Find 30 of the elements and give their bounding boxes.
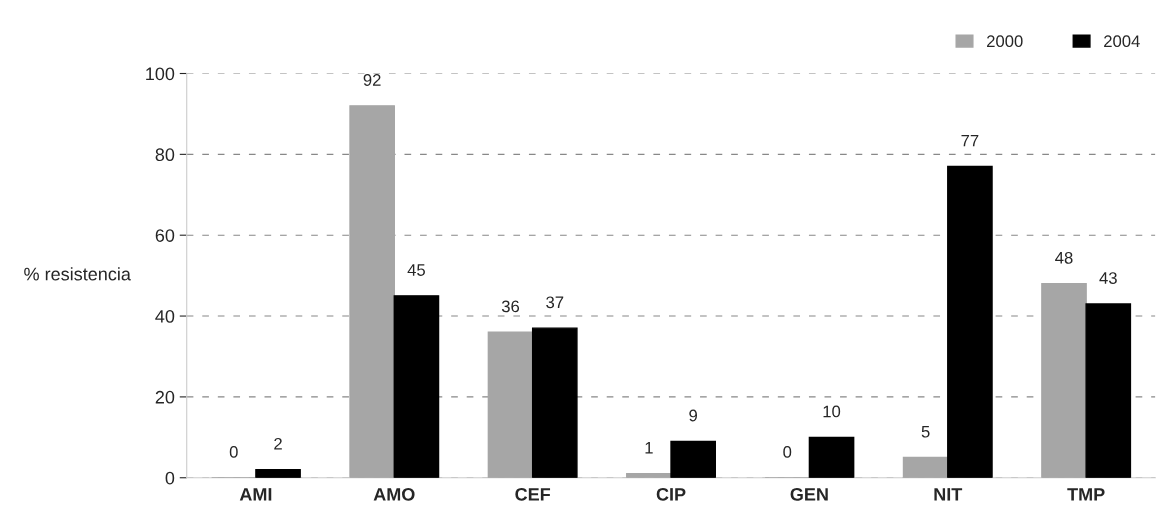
legend-label: 2004	[1104, 35, 1140, 48]
y-axis-title: % resistencia	[24, 267, 131, 281]
data-label: 48	[1055, 251, 1073, 264]
x-tick-label: CIP	[656, 487, 686, 501]
y-tick-label: 60	[155, 229, 175, 242]
data-label: 0	[229, 445, 238, 458]
data-label: 37	[546, 296, 564, 309]
x-tick-label: TMP	[1067, 488, 1105, 501]
data-label: 45	[407, 264, 425, 276]
data-label: 36	[501, 300, 520, 313]
y-tick-label: 40	[155, 309, 175, 323]
x-tick-label: NIT	[934, 488, 963, 501]
y-tick-label: 0	[165, 471, 175, 485]
x-tick-label: CEF	[515, 487, 551, 501]
x-tick-label: GEN	[790, 487, 828, 501]
y-tick-label: 80	[155, 148, 175, 162]
data-label: 43	[1099, 272, 1117, 284]
data-label: 5	[921, 425, 930, 438]
y-tick-label: 20	[155, 390, 175, 404]
data-label: 1	[645, 442, 653, 454]
x-tick-label: AMO	[373, 487, 415, 501]
legend-label: 2000	[987, 35, 1023, 48]
data-label: 92	[363, 74, 381, 86]
x-tick-label: AMI	[239, 488, 272, 501]
y-tick-label: 100	[146, 67, 175, 81]
data-label: 0	[783, 445, 792, 458]
data-label: 2	[274, 437, 282, 450]
data-label: 10	[823, 405, 841, 418]
data-label: 77	[961, 134, 979, 147]
data-label: 9	[689, 409, 698, 422]
